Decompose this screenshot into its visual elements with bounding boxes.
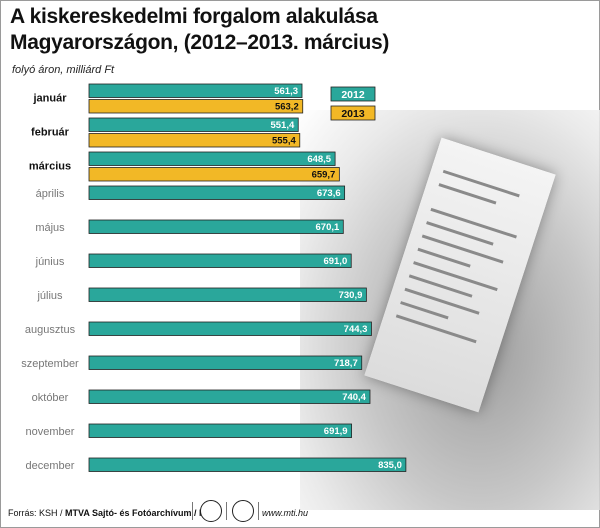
mtva-logo-icon: [232, 500, 254, 522]
data-label-2012: 561,3: [274, 86, 298, 97]
month-label: január: [32, 93, 67, 105]
bar-2012: [88, 219, 344, 234]
month-label: szeptember: [21, 358, 79, 370]
legend-entry: 2013: [341, 108, 365, 120]
legend-entry: 2012: [341, 89, 365, 101]
data-label-2012: 648,5: [307, 154, 331, 165]
data-label-2012: 673,6: [317, 188, 341, 199]
data-label-2012: 691,0: [323, 256, 347, 267]
month-label: november: [26, 426, 75, 438]
data-label-2012: 551,4: [270, 120, 294, 131]
bar-2012: [88, 355, 363, 370]
data-label-2013: 659,7: [312, 170, 336, 181]
title-line-2: Magyarországon, (2012–2013. március): [10, 31, 390, 54]
footer-separator: [226, 502, 227, 520]
data-label-2013: 563,2: [275, 102, 299, 113]
month-label: május: [35, 222, 65, 234]
month-label: október: [32, 392, 69, 404]
bar-2012: [88, 185, 346, 200]
bar-2012: [88, 117, 299, 132]
footer-url: www.mti.hu: [262, 508, 309, 518]
data-label-2012: 740,4: [342, 392, 366, 403]
data-label-2012: 835,0: [378, 460, 402, 471]
data-label-2012: 730,9: [339, 290, 363, 301]
month-label: június: [35, 256, 65, 268]
legend-swatch: [330, 105, 376, 121]
month-label: december: [26, 460, 75, 472]
legend-swatch: [330, 86, 376, 102]
bar-2012: [88, 83, 303, 98]
bar-2013: [88, 99, 304, 114]
mti-logo-icon: [200, 500, 222, 522]
data-label-2012: 744,3: [344, 324, 368, 335]
bar-2012: [88, 253, 352, 268]
title-line-1: A kiskereskedelmi forgalom alakulása: [10, 5, 378, 28]
month-label: július: [36, 290, 63, 302]
footer-separator: [192, 502, 193, 520]
data-label-2013: 555,4: [272, 136, 296, 147]
month-label: február: [31, 127, 70, 139]
bar-2013: [88, 133, 301, 148]
chart-subtitle: folyó áron, milliárd Ft: [12, 64, 115, 76]
bar-2012: [88, 151, 336, 166]
bar-2012: [88, 457, 407, 472]
month-label: április: [36, 188, 65, 200]
month-label: augusztus: [25, 324, 76, 336]
bar-2012: [88, 287, 367, 302]
data-label-2012: 718,7: [334, 358, 358, 369]
month-label: március: [29, 161, 71, 173]
footer-source-text: Forrás: KSH /: [8, 508, 66, 518]
bar-2012: [88, 321, 372, 336]
chart-title: A kiskereskedelmi forgalom alakulása Mag…: [10, 4, 530, 56]
bar-2013: [88, 167, 340, 182]
footer-separator: [258, 502, 259, 520]
footer-source: Forrás: KSH / MTVA Sajtó- és Fotóarchívu…: [8, 508, 215, 518]
bar-2012: [88, 423, 352, 438]
bar-2012: [88, 389, 371, 404]
data-label-2012: 691,9: [324, 426, 348, 437]
data-label-2012: 670,1: [316, 222, 340, 233]
footer-credit: MTVA Sajtó- és Fotóarchívum / MTI: [65, 508, 215, 518]
